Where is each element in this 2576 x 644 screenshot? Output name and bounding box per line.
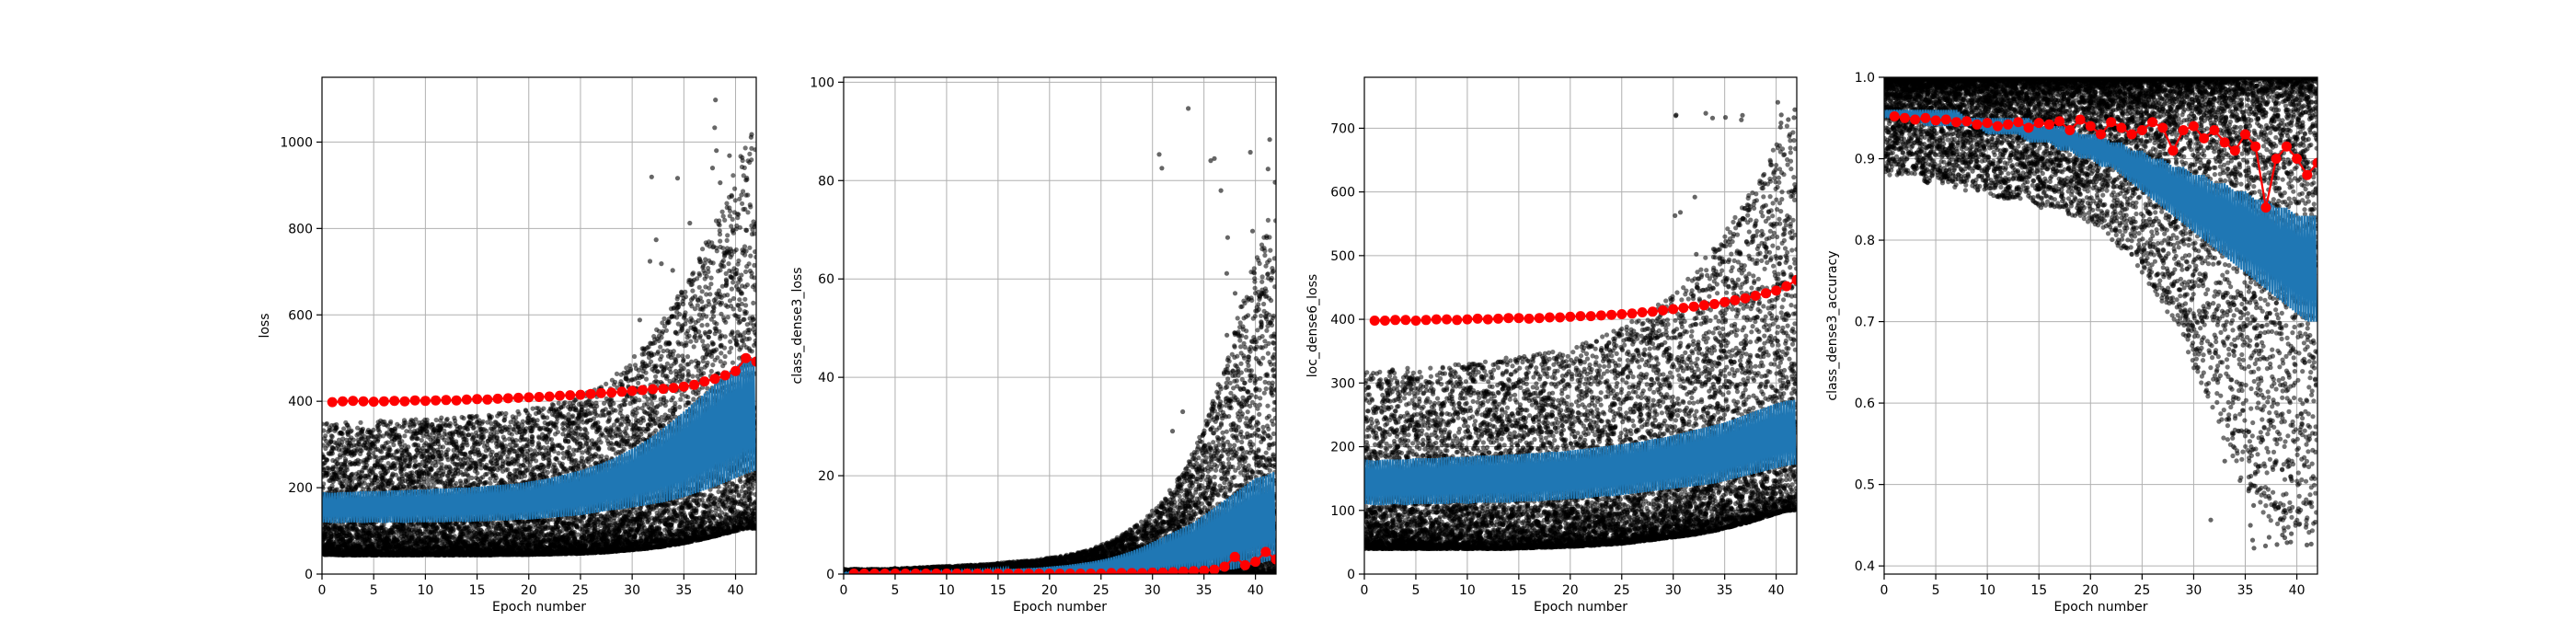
scatter-point xyxy=(325,458,329,463)
scatter-point xyxy=(484,429,489,433)
scatter-point xyxy=(531,439,535,443)
scatter-point xyxy=(462,416,466,420)
scatter-point xyxy=(534,458,538,463)
scatter-point xyxy=(364,463,369,467)
scatter-point xyxy=(472,425,477,430)
scatter-point xyxy=(371,428,375,432)
scatter-point xyxy=(360,448,364,453)
scatter-point xyxy=(361,427,365,431)
scatter-point xyxy=(521,420,525,424)
scatter-point xyxy=(459,481,464,486)
scatter-point xyxy=(481,420,486,424)
scatter-point xyxy=(341,426,346,431)
scatter-point xyxy=(412,422,417,427)
scatter-point xyxy=(446,447,451,452)
scatter-point xyxy=(502,437,507,442)
scatter-point xyxy=(469,476,474,480)
scatter-point xyxy=(513,438,518,443)
scatter-point xyxy=(393,466,397,471)
scatter-point xyxy=(489,414,494,419)
scatter-point xyxy=(368,455,373,460)
scatter-point xyxy=(402,433,407,438)
scatter-point xyxy=(441,472,445,477)
scatter-point xyxy=(475,471,479,476)
scatter-point xyxy=(481,435,486,440)
scatter-point xyxy=(484,480,489,485)
scatter-point xyxy=(406,444,410,449)
scatter-point xyxy=(388,420,393,424)
scatter-point xyxy=(434,418,439,422)
scatter-point xyxy=(517,412,522,417)
scatter-point xyxy=(528,447,533,452)
scatter-point xyxy=(377,430,382,434)
scatter-point xyxy=(445,417,450,421)
scatter-point xyxy=(351,476,356,480)
scatter-point xyxy=(411,474,416,478)
scatter-point xyxy=(466,427,470,431)
scatter-point xyxy=(503,411,508,416)
scatter-point xyxy=(387,447,392,452)
scatter-point xyxy=(439,416,443,420)
scatter-point xyxy=(408,464,412,468)
scatter-point xyxy=(502,480,507,485)
scatter-point xyxy=(530,435,535,440)
scatter-point xyxy=(490,450,495,454)
scatter-point xyxy=(455,444,460,449)
scatter-point xyxy=(345,467,350,472)
scatter-point xyxy=(390,480,395,485)
scatter-point xyxy=(422,480,427,485)
scatter-point xyxy=(397,435,402,440)
scatter-point xyxy=(480,440,485,444)
scatter-point xyxy=(468,466,473,470)
scatter-point xyxy=(358,420,362,425)
scatter-point xyxy=(323,433,328,438)
scatter-point xyxy=(494,476,499,480)
scatter-point xyxy=(435,525,440,530)
scatter-point xyxy=(325,421,329,426)
scatter-point xyxy=(330,451,335,455)
scatter-point xyxy=(420,438,424,443)
scatter-point xyxy=(335,425,339,430)
scatter-point xyxy=(510,432,514,437)
scatter-point xyxy=(351,438,356,443)
scatter-point xyxy=(391,443,396,447)
scatter-point xyxy=(465,443,469,447)
scatter-point xyxy=(475,414,479,419)
scatter-point xyxy=(527,413,532,418)
scatter-point xyxy=(441,444,445,449)
scatter-point xyxy=(385,440,390,444)
scatter-point xyxy=(454,481,458,486)
scatter-point xyxy=(440,456,444,461)
scatter-point xyxy=(484,454,489,459)
scatter-point xyxy=(525,443,530,448)
scatter-point xyxy=(326,472,330,477)
scatter-point xyxy=(505,467,510,472)
scatter-point xyxy=(343,459,348,464)
scatter-point xyxy=(349,429,353,433)
scatter-point xyxy=(340,431,345,436)
scatter-point xyxy=(399,439,404,443)
scatter-point xyxy=(452,527,456,532)
scatter-point xyxy=(413,459,418,464)
scatter-point xyxy=(488,481,492,486)
scatter-point xyxy=(463,453,467,457)
scatter-point xyxy=(330,434,335,439)
scatter-point xyxy=(448,421,453,426)
